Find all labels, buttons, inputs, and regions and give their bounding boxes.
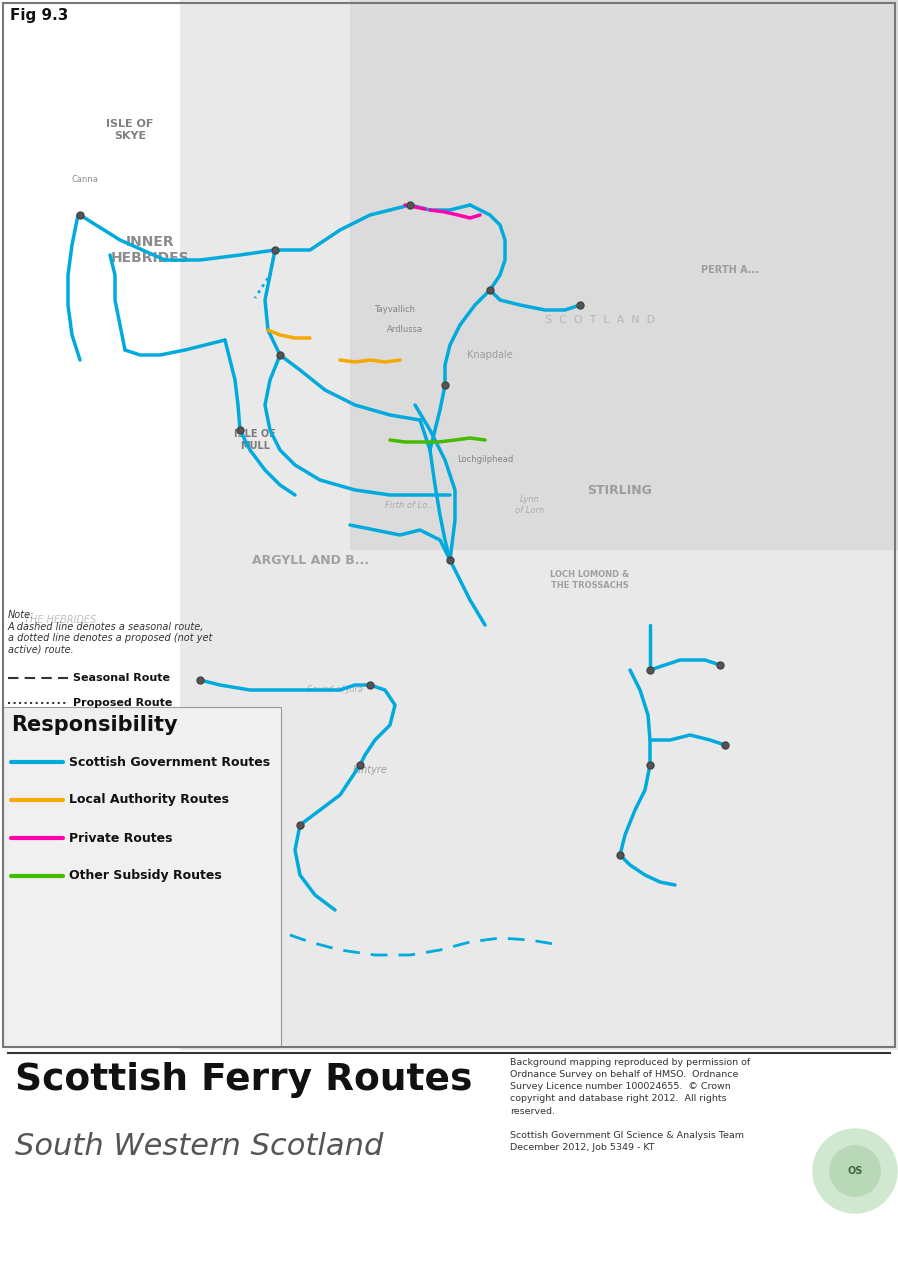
Text: Lochgilphead: Lochgilphead <box>457 455 513 464</box>
Text: South Western Scotland: South Western Scotland <box>15 1132 383 1160</box>
Text: Proposed Route: Proposed Route <box>73 698 172 708</box>
Text: Knapdale: Knapdale <box>467 350 513 360</box>
Text: S  C  O  T  L  A  N  D: S C O T L A N D <box>545 315 655 325</box>
Text: OS: OS <box>848 1166 863 1176</box>
Text: PERTH A...: PERTH A... <box>701 264 759 275</box>
Text: Fig 9.3: Fig 9.3 <box>10 8 68 23</box>
Circle shape <box>830 1145 880 1196</box>
Text: Responsibility: Responsibility <box>11 716 178 735</box>
Circle shape <box>813 1129 897 1213</box>
Text: Other Subsidy Routes: Other Subsidy Routes <box>69 869 222 882</box>
Text: Sound of Jura: Sound of Jura <box>307 685 363 694</box>
Text: ISLE OF
SKYE: ISLE OF SKYE <box>106 119 154 141</box>
Text: STIRLING: STIRLING <box>587 483 653 497</box>
Text: Canna: Canna <box>72 175 99 184</box>
Text: Background mapping reproduced by permission of
Ordnance Survey on behalf of HMSO: Background mapping reproduced by permiss… <box>510 1057 750 1152</box>
Text: Scottish Government Routes: Scottish Government Routes <box>69 755 270 769</box>
Text: ARGYLL AND B...: ARGYLL AND B... <box>251 553 368 567</box>
Text: Tayvallich: Tayvallich <box>374 305 416 314</box>
Text: LOCH LOMOND &
THE TROSSACHS: LOCH LOMOND & THE TROSSACHS <box>550 571 629 590</box>
Text: Firth of Lo...: Firth of Lo... <box>385 501 436 510</box>
Text: ISLE OF
MULL: ISLE OF MULL <box>234 430 276 451</box>
Text: Note:
A dashed line denotes a seasonal route,
a dotted line denotes a proposed (: Note: A dashed line denotes a seasonal r… <box>8 610 212 655</box>
FancyBboxPatch shape <box>350 0 898 550</box>
Text: Private Routes: Private Routes <box>69 831 172 844</box>
Text: Ardlussa: Ardlussa <box>387 325 423 334</box>
Text: THE HEBRIDES: THE HEBRIDES <box>24 615 96 625</box>
Text: Seasonal Route: Seasonal Route <box>73 674 170 683</box>
Text: Lynn
of Lorn: Lynn of Lorn <box>515 496 544 515</box>
FancyBboxPatch shape <box>3 707 281 1047</box>
Text: ISLAY: ISLAY <box>154 783 197 797</box>
Text: NORTH
ARRAN
ISLE
OF
ARRAN: NORTH ARRAN ISLE OF ARRAN <box>231 867 269 923</box>
Text: INNER
HEBRIDES: INNER HEBRIDES <box>110 235 189 266</box>
Text: Local Authority Routes: Local Authority Routes <box>69 793 229 807</box>
FancyBboxPatch shape <box>180 0 898 1050</box>
Text: Kintyre: Kintyre <box>353 765 387 775</box>
Text: JURA: JURA <box>220 716 250 724</box>
Text: Scottish Ferry Routes: Scottish Ferry Routes <box>15 1063 472 1098</box>
